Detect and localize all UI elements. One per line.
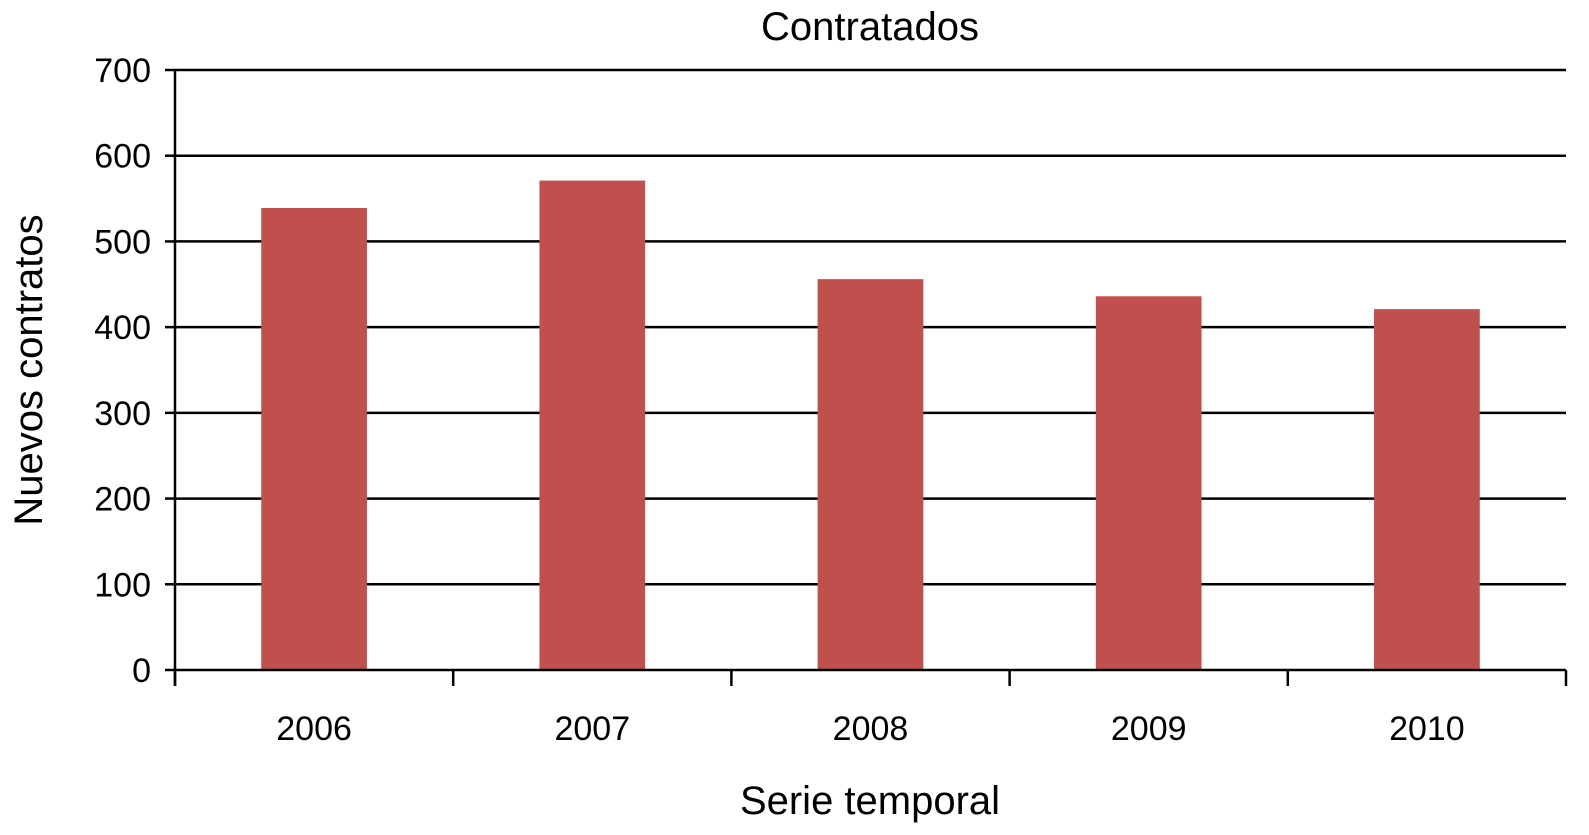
- bar-2008: [817, 279, 924, 670]
- bar-2007: [539, 180, 646, 671]
- y-tick-label: 100: [94, 566, 151, 604]
- y-tick-label: 500: [94, 223, 151, 261]
- y-tick-label: 600: [94, 138, 151, 176]
- x-tick-label: 2008: [833, 710, 909, 748]
- chart-title: Contratados: [761, 5, 979, 49]
- x-tick-label: 2010: [1389, 710, 1465, 748]
- y-tick-labels: 0 100 200 300 400 500 600 700: [94, 52, 175, 690]
- x-axis-title: Serie temporal: [740, 779, 1000, 823]
- bar-2009: [1095, 296, 1202, 670]
- bar-2010: [1374, 309, 1480, 670]
- bar-2006: [261, 208, 367, 670]
- x-tick-label: 2009: [1111, 710, 1187, 748]
- y-tick-label: 200: [94, 481, 151, 519]
- y-tick-label: 400: [94, 309, 151, 347]
- y-tick-label: 0: [132, 652, 151, 690]
- y-axis-title: Nuevos contratos: [7, 214, 51, 525]
- y-tick-label: 700: [94, 52, 151, 90]
- bars: [261, 180, 1480, 671]
- x-tick-labels: 2006 2007 2008 2009 2010: [173, 670, 1568, 748]
- x-tick-label: 2007: [554, 710, 630, 748]
- x-tick-label: 2006: [276, 710, 352, 748]
- y-tick-label: 300: [94, 395, 151, 433]
